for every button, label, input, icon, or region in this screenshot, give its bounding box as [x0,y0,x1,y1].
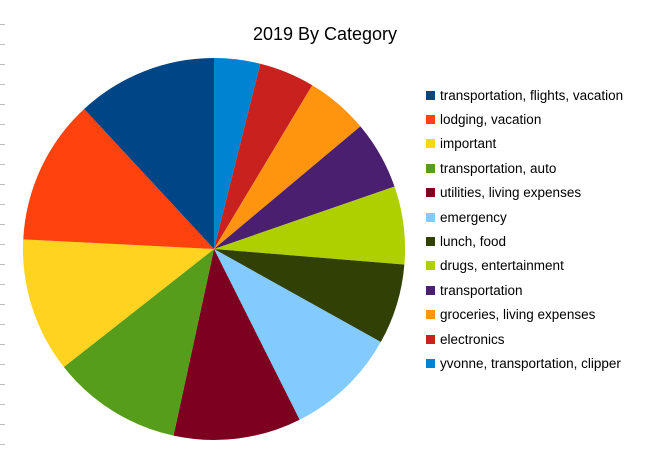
legend-swatch [426,285,435,295]
pie-slice-transportation-flights-vacation[interactable] [84,58,214,249]
legend-item: drugs, entertainment [426,254,623,278]
legend-label: lodging, vacation [440,112,542,128]
legend-item: lunch, food [426,229,623,253]
legend-swatch [426,358,435,368]
pie-slice-transportation-auto[interactable] [63,249,214,436]
pie-slice-transportation[interactable] [214,126,395,249]
legend-label: important [440,136,497,152]
pie-slice-electronics[interactable] [214,63,313,250]
pie-slice-lodging-vacation[interactable] [23,108,214,249]
legend-label: utilities, living expenses [440,185,582,201]
legend-item: lodging, vacation [426,107,623,131]
legend-item: important [426,132,623,156]
legend-item: transportation, flights, vacation [426,83,623,107]
pie-slice-important[interactable] [22,239,215,368]
legend-label: transportation, auto [440,160,557,176]
pie-slice-groceries-living-expenses[interactable] [214,85,361,250]
legend-swatch [426,334,435,344]
legend-swatch [426,115,435,125]
legend-label: drugs, entertainment [440,258,564,274]
legend-swatch [426,237,435,247]
pie-chart[interactable] [12,0,646,451]
legend-item: electronics [426,327,623,351]
legend-item: transportation [426,278,623,302]
legend-swatch [426,310,435,320]
legend-swatch [426,261,435,271]
pie-slice-lunch-food[interactable] [214,249,405,343]
legend-swatch [426,139,435,149]
legend-item: emergency [426,205,623,229]
legend-label: groceries, living expenses [440,307,596,323]
legend-item: groceries, living expenses [426,303,623,327]
legend-item: yvonne, transportation, clipper [426,351,623,375]
chart-title: 2019 By Category [252,24,398,44]
legend-swatch [426,212,435,222]
legend-label: yvonne, transportation, clipper [440,355,621,371]
pie-slice-yvonne-transportation-clipper[interactable] [214,58,261,249]
legend-swatch [426,188,435,198]
legend-label: transportation, flights, vacation [440,87,624,103]
chart-area[interactable]: 2019 By Category transportation, flights… [12,0,646,451]
pie-slice-emergency[interactable] [214,249,381,420]
pie-slice-drugs-entertainment[interactable] [214,186,405,265]
legend-swatch [426,163,435,173]
legend-label: emergency [440,209,507,225]
legend-swatch [426,90,435,100]
pie-slice-utilities-living-expenses[interactable] [173,249,300,440]
chart-legend: transportation, flights, vacation lodging… [426,83,623,376]
legend-label: lunch, food [440,234,507,250]
legend-label: electronics [440,331,505,347]
legend-label: transportation [440,282,523,298]
legend-item: utilities, living expenses [426,181,623,205]
legend-item: transportation, auto [426,156,623,180]
